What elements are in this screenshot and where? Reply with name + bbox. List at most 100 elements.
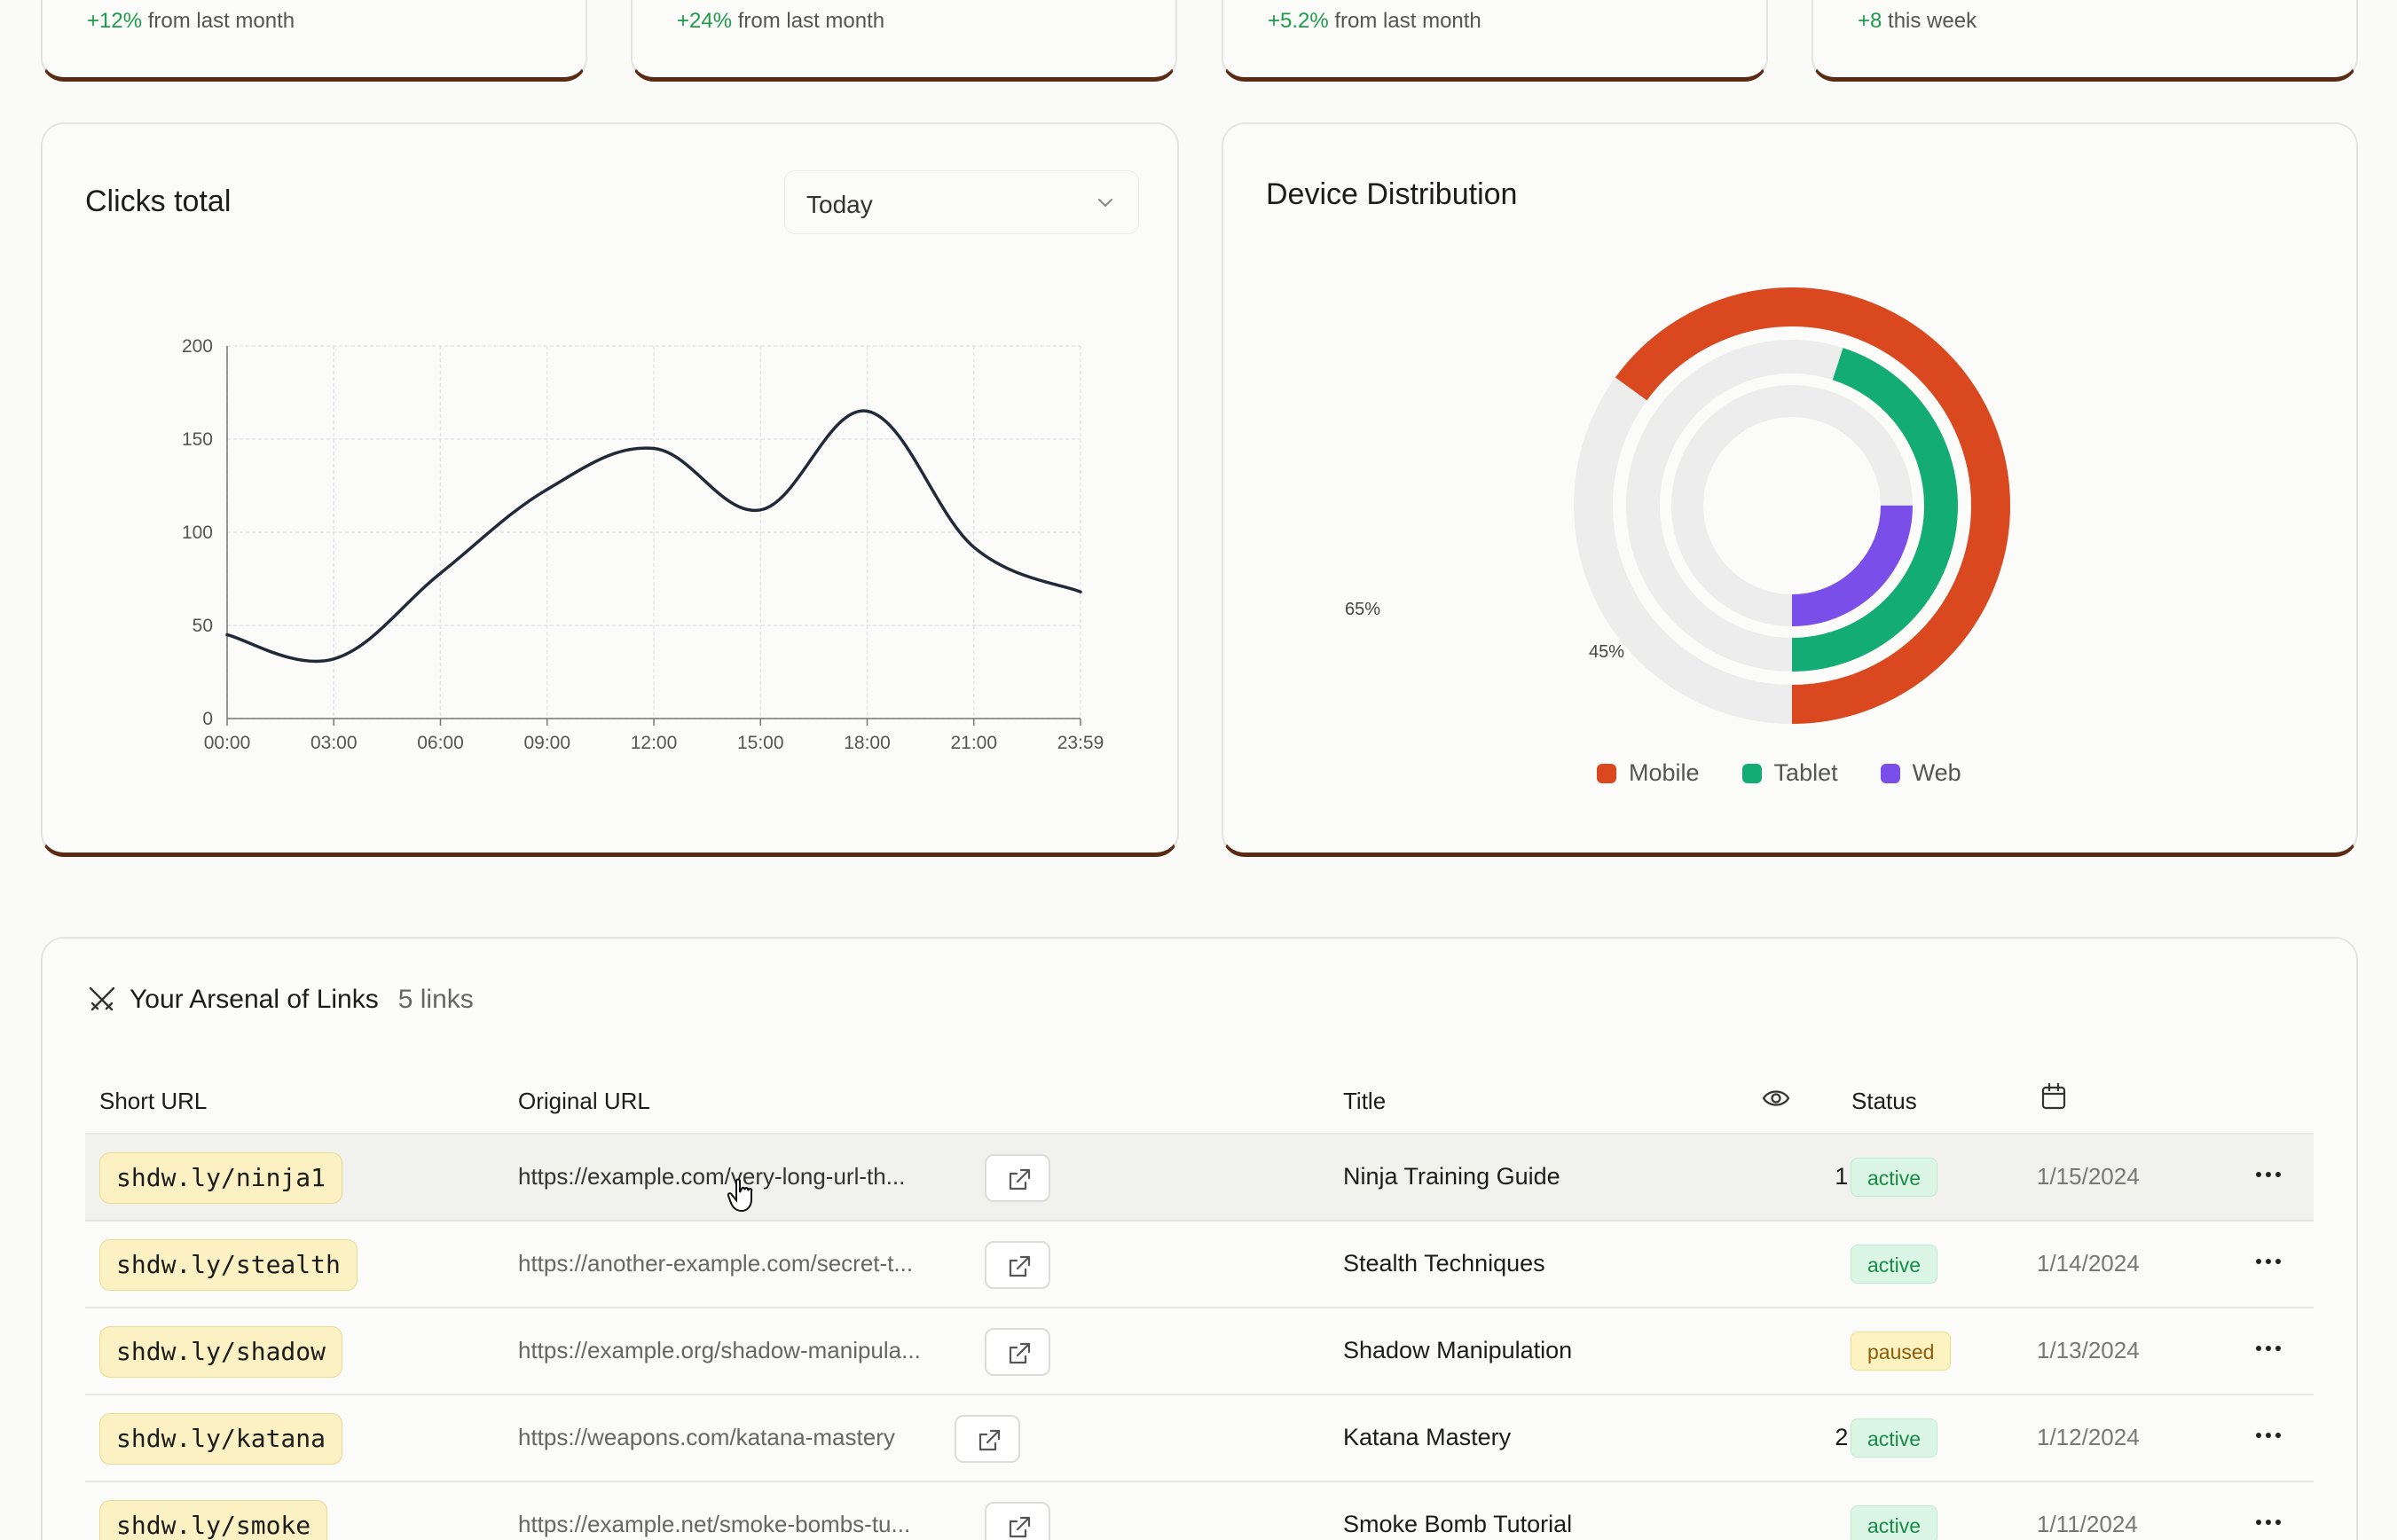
short-url-pill[interactable]: shdw.ly/katana bbox=[99, 1413, 343, 1465]
status-badge: active bbox=[1851, 1158, 1938, 1197]
table-row[interactable]: shdw.ly/shadow https://example.org/shado… bbox=[85, 1308, 2314, 1394]
legend-swatch-tablet bbox=[1741, 763, 1762, 783]
y-tick-label: 200 bbox=[182, 336, 213, 357]
stat-card-4: +8 this week bbox=[1812, 0, 2358, 82]
link-date: 1/13/2024 bbox=[2037, 1337, 2140, 1363]
x-tick-label: 00:00 bbox=[204, 733, 251, 753]
x-tick-label: 21:00 bbox=[950, 733, 997, 753]
clicks-line-chart: 0 50 100 150 200 00:00 03:00 06:00 09:00 12:00 15:… bbox=[182, 336, 1104, 753]
legend-item-web[interactable]: Web bbox=[1880, 759, 1961, 787]
chevron-down-icon bbox=[1098, 199, 1112, 207]
legend-item-tablet[interactable]: Tablet bbox=[1741, 759, 1838, 787]
link-date: 1/11/2024 bbox=[2037, 1511, 2138, 1537]
stat-card-1: +12% from last month bbox=[41, 0, 587, 82]
original-url-link[interactable]: https://weapons.com/katana-mastery bbox=[518, 1424, 895, 1450]
table-row[interactable]: shdw.ly/ninja1 https://example.com/very-… bbox=[85, 1135, 2314, 1220]
links-table-card: Your Arsenal of Links 5 links bbox=[41, 937, 2358, 1540]
external-link-icon bbox=[1009, 1516, 1031, 1538]
clicks-line bbox=[225, 409, 1082, 664]
more-options-icon[interactable] bbox=[2255, 1431, 2282, 1440]
y-tick-label: 150 bbox=[182, 429, 213, 450]
row-divider bbox=[85, 1220, 2314, 1222]
y-tick-label: 50 bbox=[193, 616, 213, 636]
header-divider bbox=[85, 1133, 2314, 1135]
ring-tablet bbox=[1626, 340, 1958, 672]
hand-cursor-icon bbox=[727, 1178, 753, 1213]
eye-icon[interactable] bbox=[1762, 1086, 1790, 1111]
device-legend: Mobile Tablet Web bbox=[1597, 759, 1961, 787]
link-date: 1/15/2024 bbox=[2037, 1163, 2140, 1190]
stat-change: +12% from last month bbox=[87, 9, 295, 33]
original-url-link[interactable]: https://example.com/very-long-url-th... bbox=[518, 1163, 906, 1190]
short-url-pill[interactable]: shdw.ly/stealth bbox=[99, 1239, 358, 1291]
time-range-select[interactable]: Today bbox=[784, 170, 1139, 234]
col-title[interactable]: Title bbox=[1343, 1088, 1387, 1114]
stat-card-3: +5.2% from last month bbox=[1222, 0, 1768, 82]
pct-label-outer: 65% bbox=[1345, 600, 1381, 619]
row-divider bbox=[85, 1307, 2314, 1308]
more-options-icon[interactable] bbox=[2255, 1518, 2282, 1527]
legend-label: Mobile bbox=[1629, 759, 1700, 786]
open-external-button[interactable] bbox=[985, 1154, 1050, 1202]
open-external-button[interactable] bbox=[985, 1502, 1050, 1540]
x-tick-label: 09:00 bbox=[523, 733, 570, 753]
external-link-icon bbox=[978, 1429, 1001, 1451]
link-date: 1/14/2024 bbox=[2037, 1250, 2140, 1277]
row-divider bbox=[85, 1394, 2314, 1395]
link-title: Shadow Manipulation bbox=[1343, 1337, 1573, 1363]
y-tick-label: 0 bbox=[202, 709, 213, 729]
crossed-swords-icon bbox=[89, 986, 115, 1011]
more-options-icon[interactable] bbox=[2255, 1257, 2282, 1266]
link-title: Stealth Techniques bbox=[1343, 1250, 1545, 1277]
x-tick-label: 03:00 bbox=[310, 733, 358, 753]
external-link-icon bbox=[1009, 1255, 1031, 1277]
table-row[interactable]: shdw.ly/katana https://weapons.com/katan… bbox=[85, 1395, 2314, 1481]
table-row[interactable]: shdw.ly/stealth https://another-example.… bbox=[85, 1222, 2314, 1307]
more-options-icon[interactable] bbox=[2255, 1344, 2282, 1353]
calendar-icon[interactable] bbox=[2040, 1082, 2067, 1111]
device-distribution-title: Device Distribution bbox=[1266, 177, 1518, 211]
ring-mobile bbox=[1574, 287, 2010, 724]
status-badge: active bbox=[1851, 1245, 1938, 1284]
original-url-link[interactable]: https://example.org/shadow-manipula... bbox=[518, 1337, 921, 1363]
device-distribution-card: Device Distribution bbox=[1222, 122, 2358, 857]
open-external-button[interactable] bbox=[985, 1328, 1050, 1376]
legend-item-mobile[interactable]: Mobile bbox=[1597, 759, 1700, 787]
col-short-url[interactable]: Short URL bbox=[99, 1088, 208, 1114]
row-divider bbox=[85, 1481, 2314, 1482]
link-title: Smoke Bomb Tutorial bbox=[1343, 1511, 1573, 1537]
legend-swatch-mobile bbox=[1597, 763, 1616, 783]
x-tick-label: 18:00 bbox=[844, 733, 891, 753]
clicks-total-title: Clicks total bbox=[85, 185, 232, 218]
legend-label: Web bbox=[1912, 759, 1961, 786]
link-title: Katana Mastery bbox=[1343, 1424, 1512, 1450]
x-tick-label: 15:00 bbox=[737, 733, 784, 753]
ring-web bbox=[1671, 385, 1913, 626]
external-link-icon bbox=[1009, 1168, 1031, 1190]
link-date: 1/12/2024 bbox=[2037, 1424, 2140, 1450]
links-header: Your Arsenal of Links 5 links bbox=[87, 985, 474, 1015]
device-ring-chart bbox=[1574, 287, 2010, 724]
y-tick-label: 100 bbox=[182, 522, 213, 543]
legend-swatch-web bbox=[1880, 763, 1900, 783]
pct-label-middle: 45% bbox=[1589, 642, 1625, 662]
status-badge: active bbox=[1851, 1418, 1938, 1458]
stat-change: +24% from last month bbox=[677, 9, 885, 33]
original-url-link[interactable]: https://another-example.com/secret-t... bbox=[518, 1250, 914, 1277]
open-external-button[interactable] bbox=[955, 1415, 1020, 1463]
short-url-pill[interactable]: shdw.ly/shadow bbox=[99, 1326, 343, 1378]
col-status[interactable]: Status bbox=[1851, 1088, 1917, 1114]
x-tick-label: 06:00 bbox=[417, 733, 464, 753]
original-url-link[interactable]: https://example.net/smoke-bombs-tu... bbox=[518, 1511, 911, 1537]
table-row[interactable]: shdw.ly/smoke https://example.net/smoke-… bbox=[85, 1482, 2314, 1540]
short-url-pill[interactable]: shdw.ly/ninja1 bbox=[99, 1152, 343, 1204]
x-tick-label: 12:00 bbox=[631, 733, 678, 753]
link-title: Ninja Training Guide bbox=[1343, 1163, 1560, 1190]
clicks-total-card: Clicks total Today bbox=[41, 122, 1179, 857]
short-url-pill[interactable]: shdw.ly/smoke bbox=[99, 1500, 328, 1540]
x-tick-label: 23:59 bbox=[1057, 733, 1104, 753]
more-options-icon[interactable] bbox=[2255, 1170, 2282, 1179]
time-range-value: Today bbox=[806, 191, 873, 218]
col-original-url[interactable]: Original URL bbox=[518, 1088, 650, 1114]
open-external-button[interactable] bbox=[985, 1241, 1050, 1289]
